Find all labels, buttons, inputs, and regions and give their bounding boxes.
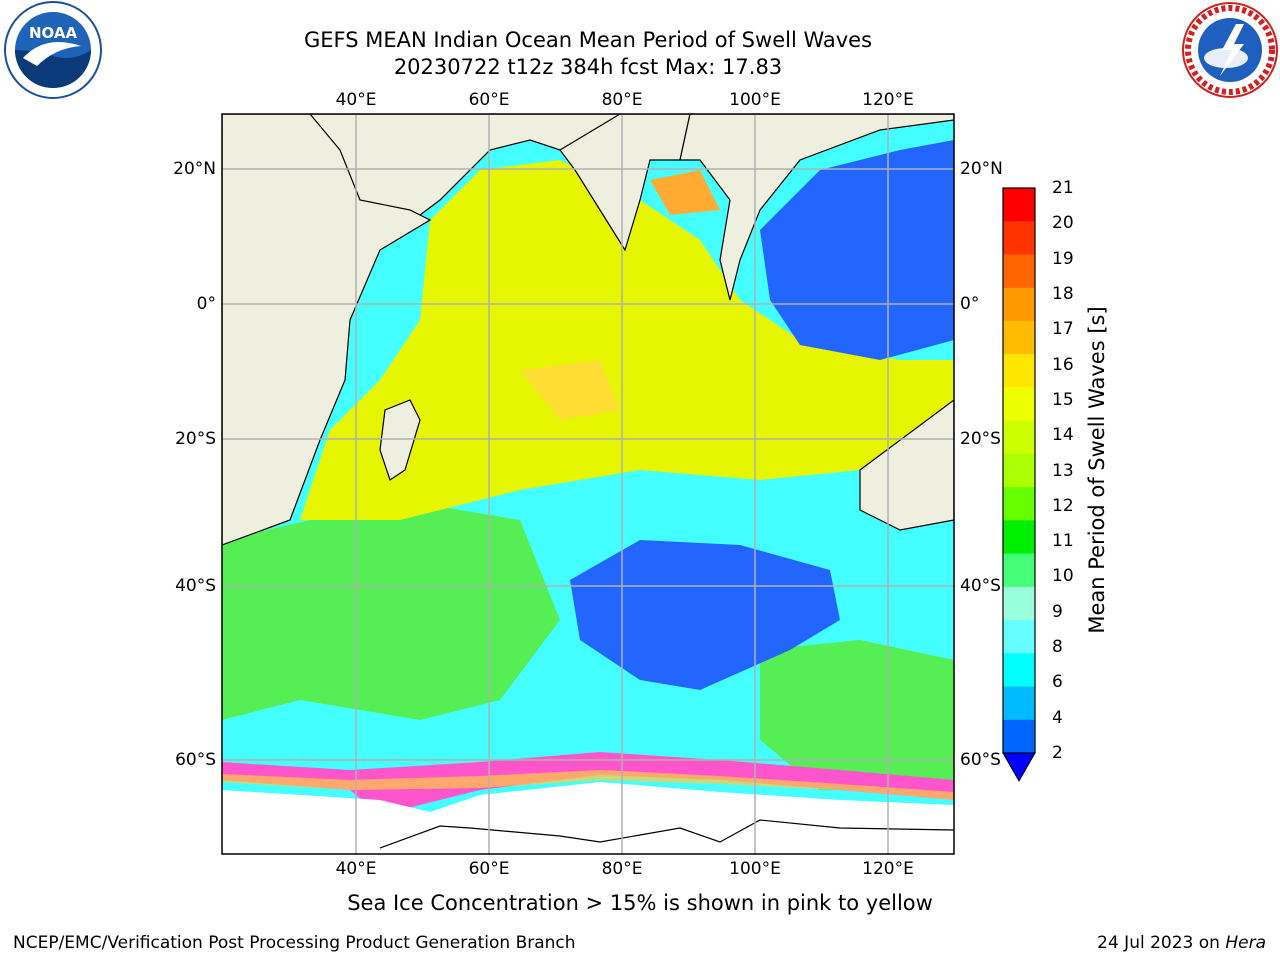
noaa-logo-text: NOAA: [29, 24, 78, 42]
colorbar-tick-label: 10: [1052, 566, 1074, 587]
lat-tick-left: 20°S: [175, 429, 216, 449]
colorbar-tick-label: 19: [1052, 248, 1074, 269]
nws-logo: [1182, 2, 1278, 98]
colorbar-tick-label: 18: [1052, 283, 1074, 304]
chart-title: GEFS MEAN Indian Ocean Mean Period of Sw…: [303, 28, 873, 52]
lat-tick-left: 0°: [196, 294, 216, 314]
colorbar-label: Mean Period of Swell Waves [s]: [1085, 306, 1109, 634]
land-madagascar: [379, 399, 421, 481]
colorbar-tick-label: 9: [1052, 601, 1063, 622]
colorbar-tick-label: 17: [1052, 319, 1074, 340]
colorbar-segment: [1003, 188, 1035, 222]
lon-tick-bottom: 60°E: [468, 859, 510, 879]
swell-region-indonesia: [760, 140, 954, 360]
colorbar-tick-label: 14: [1052, 425, 1074, 446]
footer-credit: NCEP/EMC/Verification Post Processing Pr…: [13, 933, 576, 953]
colorbar-segment: [1003, 620, 1035, 654]
antarctic-coastline: [379, 819, 954, 849]
colorbar-tick-label: 11: [1052, 531, 1074, 552]
lon-tick-top: 60°E: [468, 90, 510, 110]
colorbar-tick-label: 13: [1052, 460, 1074, 481]
land-india: [559, 114, 691, 252]
lon-tick-bottom: 100°E: [729, 859, 781, 879]
colorbar-segment: [1003, 320, 1035, 355]
lon-tick-top: 100°E: [729, 90, 781, 110]
lon-tick-bottom: 120°E: [862, 859, 914, 879]
colorbar-segment: [1003, 553, 1035, 588]
sea-ice-caption: Sea Ice Concentration > 15% is shown in …: [347, 891, 933, 915]
colorbar-tick-label: 21: [1052, 178, 1074, 198]
colorbar-segment: [1003, 487, 1035, 521]
lon-tick-top: 40°E: [335, 90, 377, 110]
swell-region-southwest: [222, 500, 560, 720]
colorbar-segment: [1003, 719, 1035, 754]
chart-subtitle: 20230722 t12z 384h fcst Max: 17.83: [393, 55, 783, 79]
land-southeast-asia: [679, 114, 954, 301]
lat-tick-left: 40°S: [175, 576, 216, 596]
lat-tick-left: 20°N: [173, 159, 216, 179]
colorbar-segment: [1003, 420, 1035, 455]
lon-tick-bottom: 40°E: [335, 859, 377, 879]
lat-tick-right: 20°S: [960, 429, 1001, 449]
colorbar-segment: [1003, 254, 1035, 289]
lat-tick-right: 20°N: [960, 159, 1003, 179]
map-frame: [221, 113, 955, 855]
swell-maximum-center: [520, 360, 620, 420]
lat-tick-right: 40°S: [960, 576, 1001, 596]
footer-date: 24 Jul 2023 on Hera: [1097, 933, 1266, 953]
colorbar-segment: [1003, 453, 1035, 488]
colorbar-tick-label: 6: [1052, 672, 1063, 693]
swell-maximum-bay-of-bengal: [650, 170, 720, 215]
colorbar-tick-label: 8: [1052, 637, 1063, 658]
swell-region-southeast: [760, 640, 954, 790]
colorbar-tick-label: 20: [1052, 213, 1074, 234]
lat-tick-right: 60°S: [960, 750, 1001, 770]
colorbar-segment: [1003, 221, 1035, 255]
lon-tick-top: 120°E: [862, 90, 914, 110]
lat-tick-left: 60°S: [175, 750, 216, 770]
colorbar-tick-label: 12: [1052, 495, 1074, 516]
sea-ice-edge: [222, 770, 954, 800]
colorbar: [1002, 187, 1036, 783]
colorbar-segment: [1003, 520, 1035, 555]
swell-region-low-period: [570, 540, 840, 690]
colorbar-tick-label: 16: [1052, 354, 1074, 375]
colorbar-tick-label: 4: [1052, 707, 1063, 728]
land-antarctica: [222, 782, 954, 854]
colorbar-segment: [1003, 287, 1035, 322]
colorbar-segment: [1003, 653, 1035, 688]
land-australia: [859, 399, 954, 531]
swell-region-north: [300, 160, 954, 520]
colorbar-tick-label: 15: [1052, 389, 1074, 410]
map-graticule: [222, 114, 954, 854]
lon-tick-bottom: 80°E: [601, 859, 643, 879]
footer-host: Hera: [1225, 933, 1266, 953]
colorbar-segment: [1003, 686, 1035, 721]
lat-tick-right: 0°: [960, 294, 980, 314]
land-africa: [222, 114, 432, 546]
colorbar-segment: [1003, 586, 1035, 621]
sea-ice-band: [222, 752, 954, 815]
colorbar-segment: [1003, 354, 1035, 388]
colorbar-tick-label: 2: [1052, 743, 1063, 763]
colorbar-segment: [1003, 387, 1035, 422]
footer-date-text: 24 Jul 2023 on: [1097, 933, 1226, 953]
noaa-logo: NOAA: [4, 1, 102, 99]
lon-tick-top: 80°E: [601, 90, 643, 110]
